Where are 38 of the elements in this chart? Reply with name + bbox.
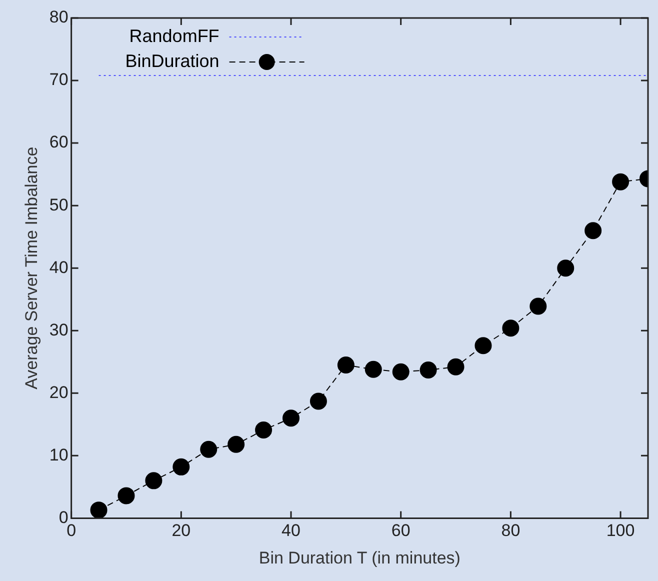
point	[145, 472, 162, 490]
point	[90, 502, 108, 518]
y-tick-label: 60	[49, 132, 68, 152]
point	[420, 362, 437, 379]
legend-label: RandomFF	[129, 26, 220, 46]
point	[530, 298, 547, 315]
point	[310, 392, 327, 410]
point	[200, 440, 218, 458]
y-tick-label: 40	[49, 258, 68, 277]
point	[172, 458, 190, 476]
y-tick-label: 10	[49, 445, 68, 464]
point	[612, 173, 630, 190]
x-tick-label: 20	[172, 521, 191, 540]
point	[364, 360, 382, 378]
x-tick-label: 100	[606, 521, 635, 540]
point	[557, 260, 574, 277]
y-tick-label: 20	[49, 382, 68, 402]
x-tick-label: 80	[501, 521, 520, 540]
point	[392, 363, 410, 380]
x-axis-title: Bin Duration T (in minutes)	[258, 548, 460, 568]
point	[337, 356, 354, 374]
y-tick-label: 80	[49, 8, 68, 27]
y-tick-label: 0	[58, 508, 68, 527]
point	[255, 422, 272, 439]
x-tick-label: 40	[282, 521, 300, 540]
x-tick-label: 60	[391, 521, 410, 540]
point	[282, 410, 300, 427]
point	[228, 436, 245, 453]
point	[584, 222, 602, 240]
legend-label: BinDuration	[125, 50, 220, 71]
y-tick-label: 30	[49, 320, 68, 340]
y-tick-label: 70	[49, 70, 68, 90]
point	[447, 358, 464, 376]
point	[118, 487, 135, 504]
y-axis-title: Average Server Time Imbalance	[22, 146, 41, 390]
point	[474, 337, 492, 354]
y-tick-label: 50	[49, 195, 68, 214]
point	[502, 320, 520, 337]
